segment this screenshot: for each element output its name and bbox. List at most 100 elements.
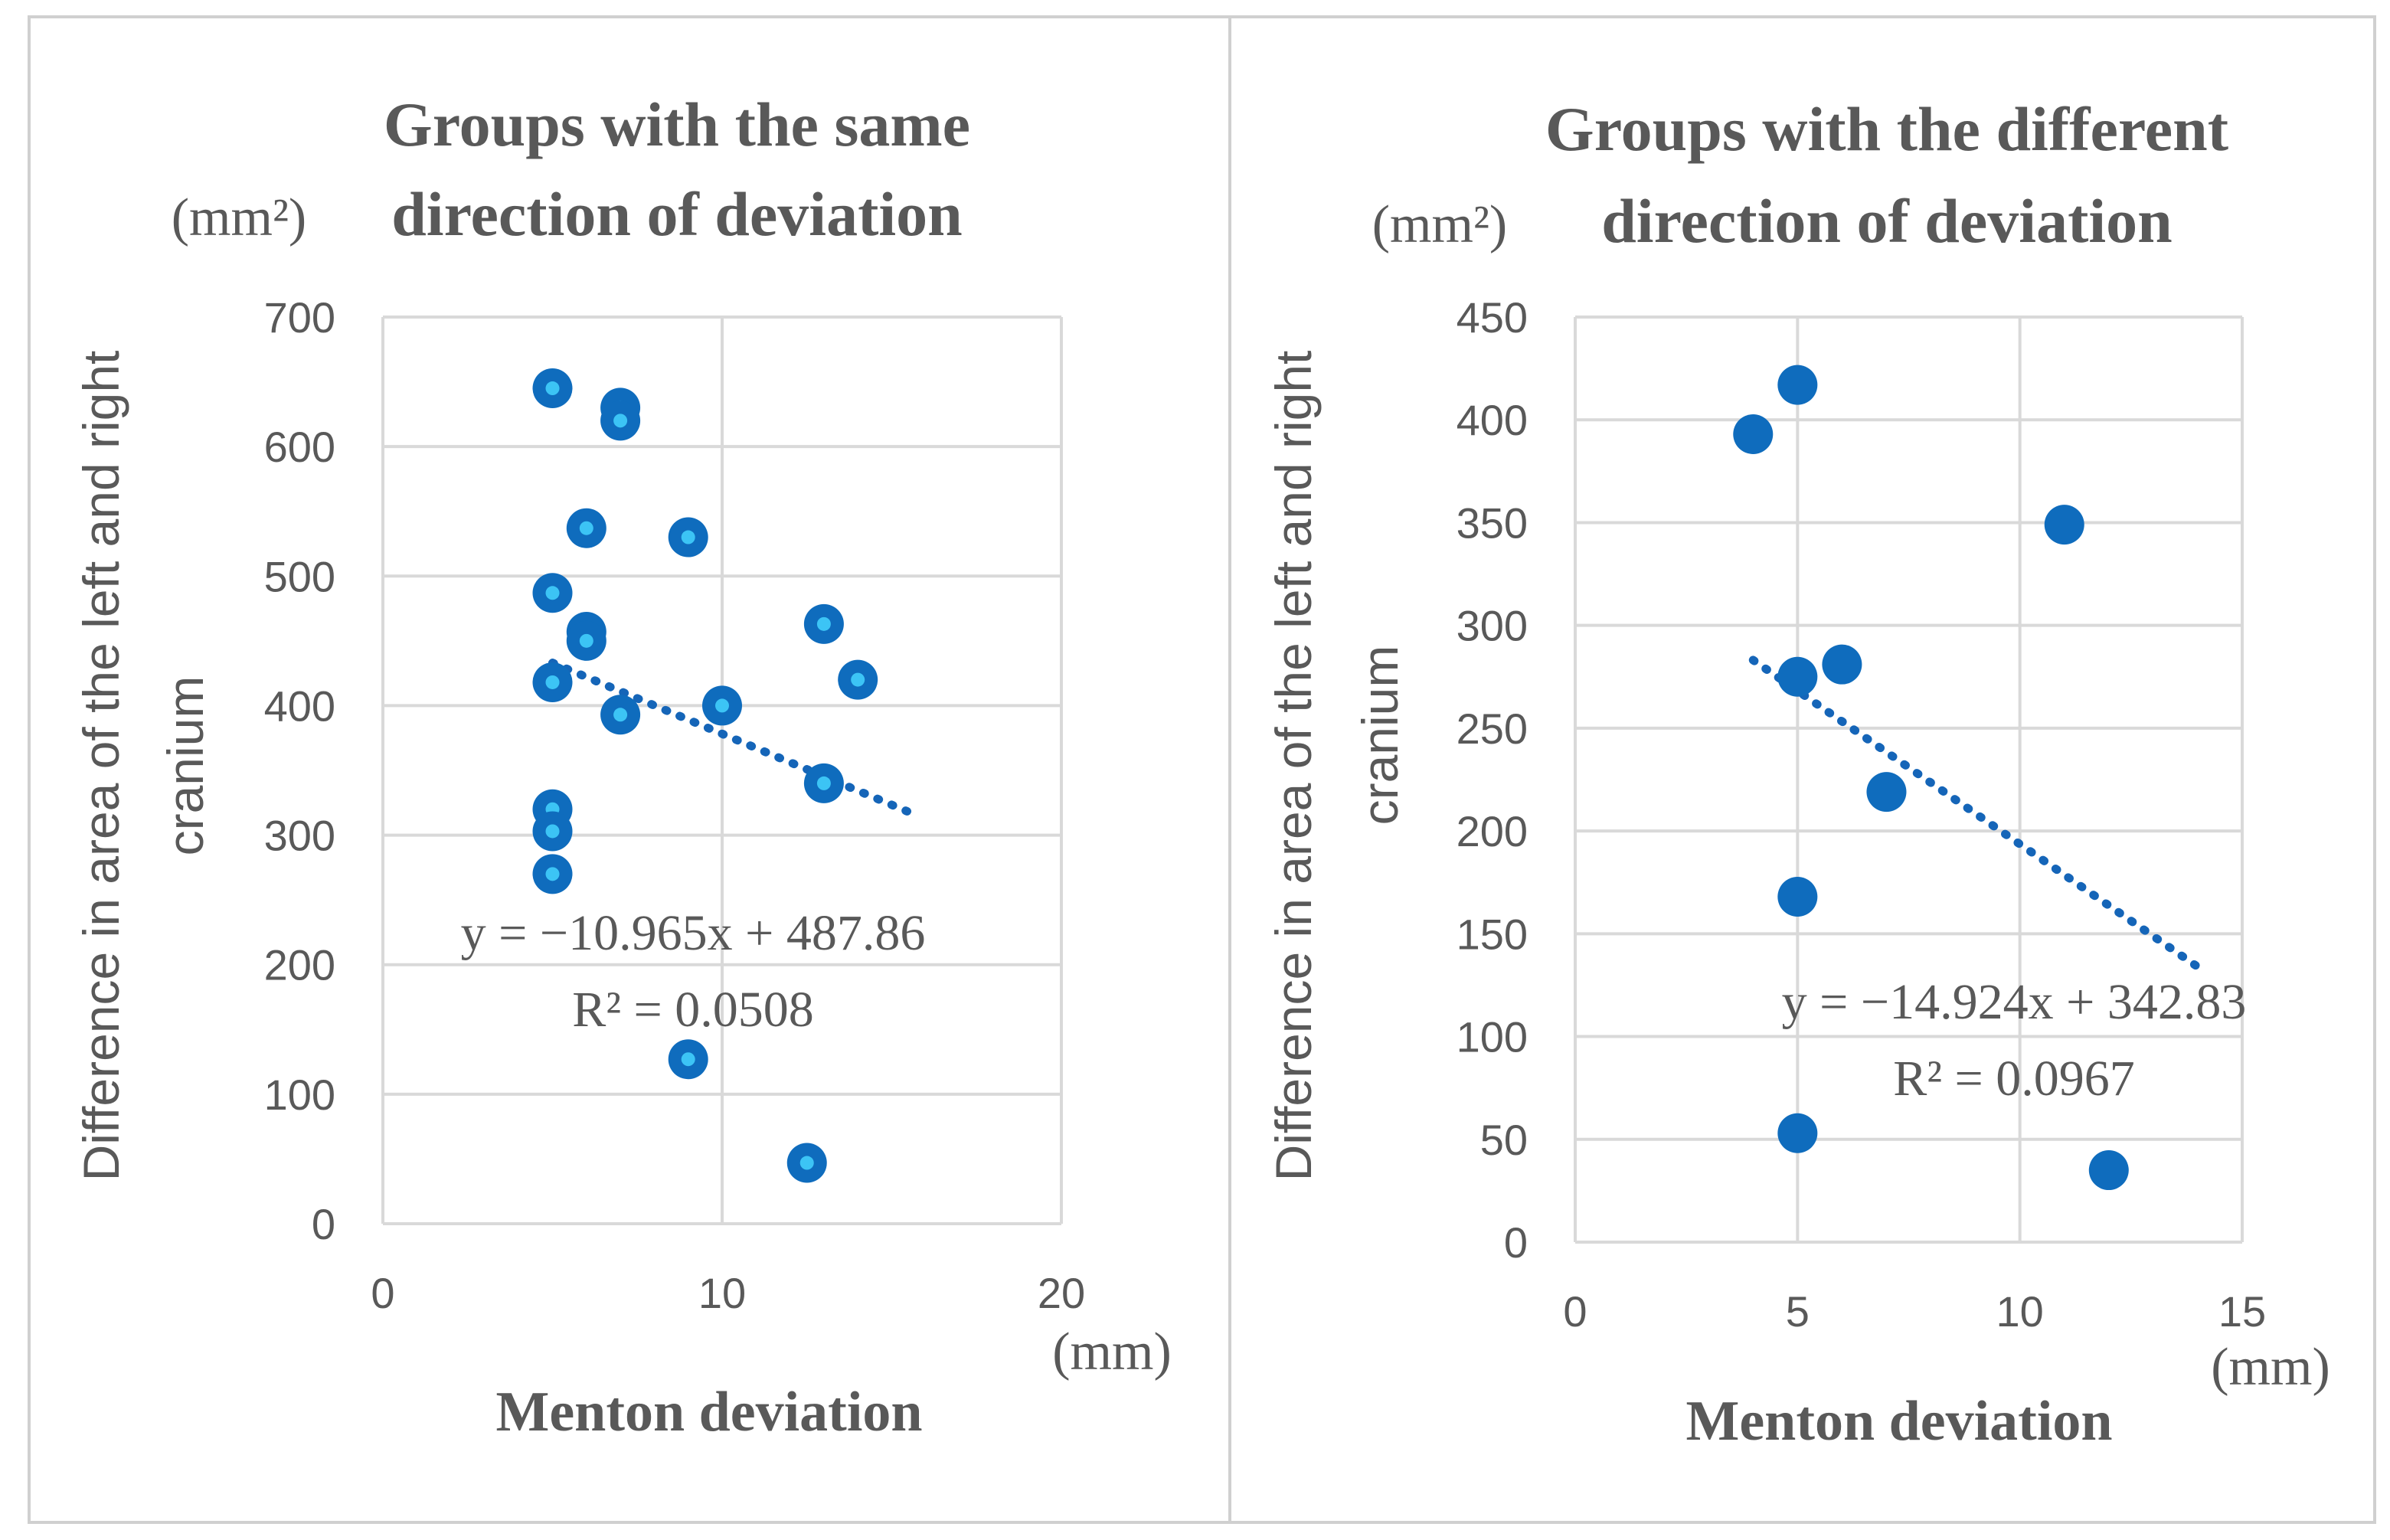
data-point bbox=[2088, 1150, 2129, 1191]
data-point-marker bbox=[1777, 365, 1818, 405]
data-point bbox=[566, 620, 606, 661]
trend-equation: y = −10.965x + 487.86 bbox=[461, 905, 926, 961]
data-point bbox=[532, 368, 573, 409]
data-point bbox=[1777, 1113, 1818, 1153]
x-tick-label: 10 bbox=[1996, 1287, 2044, 1336]
data-point bbox=[668, 1039, 708, 1080]
y-axis-title-line2: cranium bbox=[1352, 646, 1408, 826]
data-point-center bbox=[545, 381, 560, 396]
data-point-marker bbox=[1822, 644, 1862, 685]
trendline bbox=[548, 659, 914, 816]
trend-equation: y = −14.924x + 342.83 bbox=[1782, 974, 2247, 1030]
data-point-center bbox=[613, 708, 628, 722]
data-point bbox=[1777, 656, 1818, 697]
x-tick-label: 5 bbox=[1786, 1287, 1810, 1336]
chart-panel-different-direction: Groups with the different direction of d… bbox=[1228, 15, 2376, 1524]
y-tick-label: 450 bbox=[1457, 293, 1528, 342]
data-point bbox=[532, 662, 573, 702]
x-tick-label: 15 bbox=[2218, 1287, 2266, 1336]
data-point-center bbox=[545, 675, 560, 689]
y-tick-label: 150 bbox=[1457, 910, 1528, 958]
grid bbox=[1574, 316, 2244, 1244]
data-point bbox=[532, 573, 573, 613]
data-point bbox=[532, 811, 573, 852]
data-point-center bbox=[545, 824, 560, 839]
data-point-center bbox=[799, 1156, 814, 1170]
data-point bbox=[702, 685, 742, 726]
data-point-center bbox=[816, 776, 831, 790]
y-unit-label: (mm²) bbox=[1372, 195, 1508, 254]
data-point-center bbox=[715, 698, 729, 713]
x-tick-label: 20 bbox=[1038, 1269, 1085, 1317]
y-tick-label: 250 bbox=[1457, 705, 1528, 753]
x-tick-labels: 0 10 20 bbox=[371, 1269, 1085, 1317]
data-point bbox=[803, 763, 844, 803]
y-tick-label: 200 bbox=[1457, 807, 1528, 855]
x-unit-label: (mm) bbox=[2211, 1338, 2330, 1397]
data-points bbox=[1733, 365, 2129, 1191]
x-unit-label: (mm) bbox=[1052, 1323, 1172, 1381]
data-point-marker bbox=[1777, 877, 1818, 917]
chart-title-line2: direction of deviation bbox=[391, 179, 963, 249]
y-axis-title-line2: cranium bbox=[157, 676, 214, 856]
data-point bbox=[566, 508, 606, 548]
x-axis-title: Menton deviation bbox=[495, 1381, 922, 1444]
panel-frame bbox=[28, 15, 1231, 1524]
y-tick-labels: 0 50 100 150 200 250 300 350 400 450 bbox=[1457, 293, 1528, 1267]
trend-r-squared: R² = 0.0508 bbox=[572, 982, 814, 1038]
x-tick-label: 0 bbox=[1563, 1287, 1587, 1336]
data-point-center bbox=[545, 586, 560, 600]
y-tick-label: 0 bbox=[312, 1200, 335, 1248]
y-tick-label: 350 bbox=[1457, 499, 1528, 547]
y-unit-label: (mm²) bbox=[172, 188, 307, 247]
data-point-marker bbox=[1866, 772, 1907, 813]
data-point bbox=[838, 659, 878, 700]
y-tick-label: 700 bbox=[264, 293, 335, 342]
data-point-center bbox=[816, 616, 831, 631]
data-point bbox=[786, 1143, 827, 1183]
chart-title-line2: direction of deviation bbox=[1601, 186, 2173, 256]
data-point bbox=[600, 401, 641, 441]
data-point-center bbox=[851, 672, 865, 687]
y-tick-label: 100 bbox=[264, 1071, 335, 1119]
y-tick-label: 100 bbox=[1457, 1013, 1528, 1061]
data-point-center bbox=[681, 1052, 695, 1067]
x-axis-title: Menton deviation bbox=[1685, 1390, 2112, 1453]
trend-r-squared: R² = 0.0967 bbox=[1893, 1051, 2135, 1107]
y-tick-label: 300 bbox=[264, 812, 335, 860]
chart-title-line1: Groups with the different bbox=[1545, 94, 2228, 164]
y-axis-title-line1: Difference in area of the left and right bbox=[1265, 351, 1322, 1182]
data-point bbox=[2044, 505, 2084, 545]
data-point-marker bbox=[2044, 505, 2084, 545]
data-point-center bbox=[613, 414, 628, 428]
y-tick-label: 600 bbox=[264, 423, 335, 471]
data-point-marker bbox=[1733, 414, 1774, 455]
y-tick-label: 500 bbox=[264, 552, 335, 600]
chart-title-line1: Groups with the same bbox=[384, 90, 970, 159]
data-point bbox=[600, 695, 641, 735]
data-point-center bbox=[579, 521, 593, 535]
data-point bbox=[1777, 365, 1818, 405]
data-point-center bbox=[545, 867, 560, 881]
data-points bbox=[532, 368, 878, 1183]
y-tick-labels: 0 100 200 300 400 500 600 700 bbox=[264, 293, 335, 1248]
x-tick-label: 0 bbox=[371, 1269, 394, 1317]
data-point-marker bbox=[1777, 1113, 1818, 1153]
x-tick-labels: 0 5 10 15 bbox=[1563, 1287, 2266, 1336]
y-tick-label: 300 bbox=[1457, 602, 1528, 650]
data-point bbox=[532, 854, 573, 894]
chart-panel-same-direction: Groups with the same direction of deviat… bbox=[28, 15, 1231, 1524]
y-tick-label: 200 bbox=[264, 941, 335, 989]
y-tick-label: 50 bbox=[1480, 1116, 1528, 1164]
data-point bbox=[1822, 644, 1862, 685]
y-axis-title-line1: Difference in area of the left and right bbox=[73, 351, 129, 1182]
data-point bbox=[1733, 414, 1774, 455]
y-tick-label: 0 bbox=[1504, 1218, 1528, 1267]
grid bbox=[381, 316, 1063, 1225]
y-tick-label: 400 bbox=[1457, 396, 1528, 444]
data-point bbox=[803, 603, 844, 644]
data-point bbox=[1777, 877, 1818, 917]
data-point-center bbox=[579, 633, 593, 648]
panel-frame bbox=[1228, 15, 2376, 1524]
